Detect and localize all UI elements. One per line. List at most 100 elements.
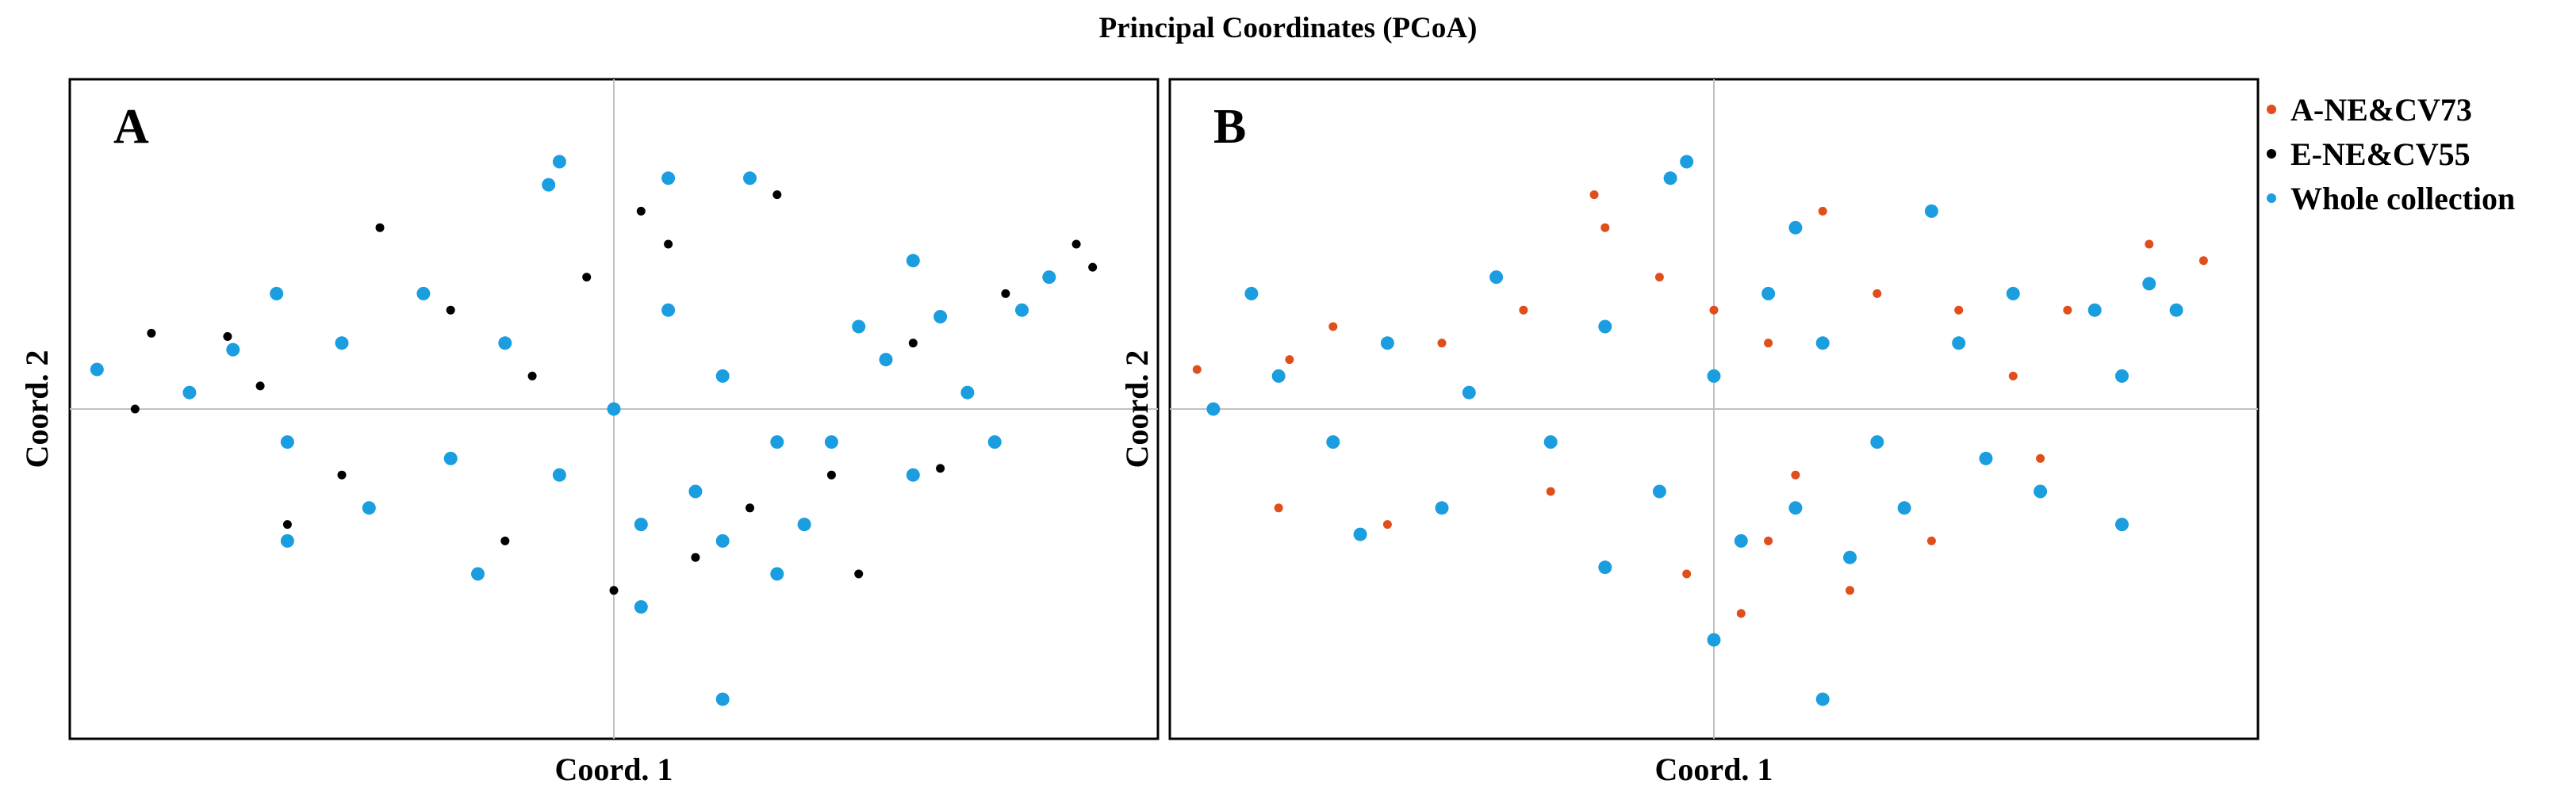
point-a-ne-cv73 — [1764, 338, 1773, 348]
point-e-ne-cv55 — [826, 470, 836, 480]
point-whole-collection — [1897, 501, 1911, 515]
point-a-ne-cv73 — [1285, 355, 1294, 365]
point-a-ne-cv73 — [1589, 190, 1599, 200]
point-a-ne-cv73 — [1682, 569, 1692, 579]
point-whole-collection — [1271, 369, 1286, 383]
point-a-ne-cv73 — [1382, 520, 1392, 530]
point-whole-collection — [1489, 270, 1504, 285]
point-whole-collection — [471, 567, 485, 581]
panel-label: B — [1213, 100, 1246, 154]
point-a-ne-cv73 — [1818, 206, 1827, 216]
point-whole-collection — [661, 171, 676, 185]
point-whole-collection — [498, 336, 512, 350]
legend-label: A-NE&CV73 — [2290, 91, 2472, 128]
point-a-ne-cv73 — [1954, 305, 1964, 315]
point-whole-collection — [1598, 560, 1612, 575]
point-a-ne-cv73 — [1546, 487, 1555, 496]
point-whole-collection — [852, 319, 866, 334]
point-whole-collection — [2115, 518, 2129, 532]
point-e-ne-cv55 — [500, 536, 510, 545]
y-axis-label: Coord. 2 — [1119, 350, 1155, 468]
point-a-ne-cv73 — [2036, 453, 2045, 463]
point-whole-collection — [1244, 286, 1259, 300]
point-whole-collection — [280, 533, 294, 548]
point-a-ne-cv73 — [1709, 305, 1719, 315]
point-e-ne-cv55 — [147, 328, 156, 338]
point-whole-collection — [770, 435, 784, 449]
point-whole-collection — [1680, 155, 1694, 169]
point-whole-collection — [933, 310, 948, 324]
point-whole-collection — [1870, 435, 1884, 449]
x-axis-label: Coord. 1 — [555, 751, 673, 787]
point-a-ne-cv73 — [2145, 239, 2154, 249]
point-a-ne-cv73 — [1736, 609, 1746, 618]
point-a-ne-cv73 — [1764, 536, 1773, 545]
point-whole-collection — [607, 402, 621, 416]
legend-label: Whole collection — [2290, 180, 2516, 216]
point-a-ne-cv73 — [1654, 273, 1664, 282]
point-whole-collection — [270, 286, 284, 300]
point-e-ne-cv55 — [936, 464, 945, 473]
point-a-ne-cv73 — [1437, 338, 1447, 348]
point-a-ne-cv73 — [1873, 289, 1882, 298]
point-whole-collection — [2034, 484, 2048, 499]
point-e-ne-cv55 — [582, 273, 592, 282]
point-whole-collection — [906, 468, 920, 482]
point-e-ne-cv55 — [1001, 289, 1010, 298]
point-e-ne-cv55 — [337, 470, 347, 480]
point-a-ne-cv73 — [1192, 365, 1202, 374]
point-whole-collection — [770, 567, 784, 581]
point-a-ne-cv73 — [1328, 322, 1338, 331]
point-whole-collection — [1815, 692, 1830, 706]
point-e-ne-cv55 — [527, 371, 537, 380]
panel-label: A — [113, 100, 149, 154]
point-a-ne-cv73 — [2008, 371, 2018, 380]
legend-swatch-icon — [2267, 193, 2276, 203]
point-whole-collection — [280, 435, 294, 449]
point-whole-collection — [1843, 550, 1857, 564]
point-e-ne-cv55 — [854, 569, 864, 579]
point-whole-collection — [226, 342, 240, 357]
point-whole-collection — [1598, 319, 1612, 334]
point-whole-collection — [634, 518, 648, 532]
point-whole-collection — [90, 362, 104, 377]
legend-swatch-icon — [2267, 105, 2276, 114]
x-axis-label: Coord. 1 — [1655, 751, 1773, 787]
legend-label: E-NE&CV55 — [2290, 136, 2471, 172]
point-whole-collection — [1206, 402, 1221, 416]
point-whole-collection — [1042, 270, 1056, 285]
point-whole-collection — [1015, 303, 1029, 317]
point-a-ne-cv73 — [2198, 256, 2208, 266]
point-e-ne-cv55 — [609, 586, 619, 595]
point-whole-collection — [1788, 220, 1803, 235]
point-whole-collection — [2006, 286, 2020, 300]
point-whole-collection — [634, 600, 648, 614]
point-whole-collection — [743, 171, 757, 185]
point-whole-collection — [906, 254, 920, 268]
point-a-ne-cv73 — [1846, 586, 1854, 595]
point-e-ne-cv55 — [908, 338, 918, 348]
point-e-ne-cv55 — [1071, 239, 1081, 249]
point-whole-collection — [1543, 435, 1558, 449]
legend-item: E-NE&CV55 — [2267, 132, 2515, 176]
point-whole-collection — [2142, 277, 2156, 291]
point-a-ne-cv73 — [1600, 223, 1610, 232]
point-a-ne-cv73 — [1791, 470, 1800, 480]
point-whole-collection — [1707, 633, 1721, 647]
point-whole-collection — [1435, 501, 1449, 515]
point-whole-collection — [1761, 286, 1776, 300]
point-a-ne-cv73 — [1926, 536, 1936, 545]
point-whole-collection — [824, 435, 838, 449]
point-whole-collection — [797, 518, 811, 532]
point-e-ne-cv55 — [223, 331, 232, 341]
point-a-ne-cv73 — [2063, 305, 2072, 315]
legend-item: Whole collection — [2267, 176, 2515, 220]
point-whole-collection — [1462, 385, 1476, 400]
panel-a: A Coord. 1 Coord. 2 — [19, 78, 1160, 787]
point-e-ne-cv55 — [691, 553, 700, 562]
point-a-ne-cv73 — [1274, 503, 1283, 513]
point-whole-collection — [1979, 451, 1993, 465]
point-whole-collection — [1380, 336, 1394, 350]
legend-swatch-icon — [2267, 149, 2276, 159]
